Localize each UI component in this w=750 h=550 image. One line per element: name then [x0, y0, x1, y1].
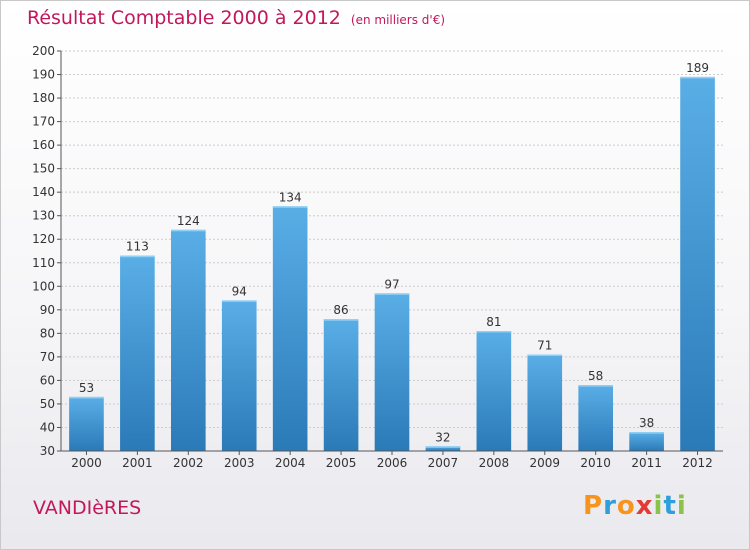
bar-2010[interactable]	[578, 385, 614, 451]
data-label-2011: 38	[639, 416, 654, 430]
y-tick-label: 100	[32, 279, 55, 293]
bar-highlight	[527, 354, 563, 357]
data-label-2008: 81	[486, 315, 501, 329]
y-tick-label: 80	[40, 326, 55, 340]
bar-2009[interactable]	[527, 354, 563, 451]
bar-highlight	[120, 255, 155, 258]
y-tick-label: 30	[40, 444, 55, 458]
x-tick-label: 2011	[631, 456, 662, 470]
logo-letter: o	[616, 491, 636, 521]
town-name: VANDIèRES	[33, 497, 142, 519]
x-tick-label: 2010	[580, 456, 611, 470]
data-label-2010: 58	[588, 369, 603, 383]
bar-highlight	[69, 396, 104, 399]
y-tick-label: 140	[32, 185, 55, 199]
data-label-2009: 71	[537, 339, 552, 353]
data-label-2003: 94	[232, 284, 247, 298]
y-tick-label: 180	[32, 91, 55, 105]
bar-2001[interactable]	[120, 255, 155, 451]
logo-letter: t	[663, 491, 677, 521]
bar-2008[interactable]	[476, 331, 512, 451]
y-tick-label: 150	[32, 162, 55, 176]
y-tick-label: 120	[32, 232, 55, 246]
logo-letter: r	[603, 491, 617, 521]
x-tick-label: 2012	[682, 456, 713, 470]
y-tick-label: 130	[32, 209, 55, 223]
data-label-2012: 189	[686, 61, 709, 75]
bar-highlight	[272, 206, 308, 208]
y-tick-label: 200	[32, 44, 55, 58]
bar-2000[interactable]	[69, 396, 104, 451]
x-tick-label: 2005	[326, 456, 357, 470]
x-tick-label: 2001	[122, 456, 153, 470]
data-label-2005: 86	[333, 303, 348, 317]
y-tick-label: 90	[40, 303, 55, 317]
bars: 53 113 124 94 134 86 97 32 81 71 58 38 189	[69, 61, 715, 451]
x-tick-label: 2008	[479, 456, 510, 470]
logo-letter: i	[676, 491, 687, 521]
x-tick-label: 2006	[377, 456, 408, 470]
bar-highlight	[323, 319, 359, 321]
y-tick-label: 190	[32, 68, 55, 82]
y-tick-label: 60	[40, 373, 55, 387]
y-tick-label: 110	[32, 256, 55, 270]
x-tick-label: 2002	[173, 456, 204, 470]
bar-2012[interactable]	[680, 76, 715, 451]
proxiti-logo[interactable]: Proxiti	[583, 491, 687, 521]
logo-letter: i	[653, 491, 664, 521]
logo-letter: x	[635, 491, 654, 521]
y-tick-label: 50	[40, 397, 55, 411]
chart-title-text: Résultat Comptable 2000 à 2012	[27, 7, 341, 29]
bar-highlight	[476, 331, 512, 333]
bar-2005[interactable]	[323, 319, 359, 451]
data-label-2000: 53	[79, 381, 94, 395]
bar-2011[interactable]	[629, 432, 664, 451]
data-label-2004: 134	[279, 190, 302, 204]
bar-highlight	[170, 229, 206, 232]
bar-highlight	[629, 432, 664, 434]
bar-highlight	[425, 446, 461, 448]
y-tick-label: 40	[40, 420, 55, 434]
bar-highlight	[578, 385, 614, 387]
chart-title: Résultat Comptable 2000 à 2012 (en millie…	[27, 7, 445, 29]
logo-letter: P	[583, 491, 604, 521]
x-tick-label: 2004	[275, 456, 306, 470]
y-tick-label: 70	[40, 350, 55, 364]
bar-2002[interactable]	[170, 229, 206, 451]
x-tick-label: 2009	[529, 456, 560, 470]
data-label-2006: 97	[384, 277, 399, 291]
bar-2003[interactable]	[221, 300, 257, 451]
bar-2007[interactable]	[425, 446, 461, 451]
bar-2004[interactable]	[272, 206, 308, 451]
chart-unit: (en milliers d'€)	[350, 13, 446, 27]
x-tick-label: 2003	[224, 456, 255, 470]
bar-highlight	[374, 293, 410, 295]
x-tick-label: 2000	[71, 456, 102, 470]
bar-highlight	[221, 300, 257, 302]
data-label-2002: 124	[177, 214, 200, 228]
y-tick-label: 170	[32, 115, 55, 129]
y-tick-label: 160	[32, 138, 55, 152]
x-tick-label: 2007	[428, 456, 459, 470]
data-label-2001: 113	[126, 240, 149, 254]
data-label-2007: 32	[435, 430, 450, 444]
axes: 30 40 50 60 70 80 90 100 110 120 130 140 150 160 170 18…	[32, 44, 723, 470]
bar-2006[interactable]	[374, 293, 410, 451]
bar-highlight	[680, 76, 715, 79]
